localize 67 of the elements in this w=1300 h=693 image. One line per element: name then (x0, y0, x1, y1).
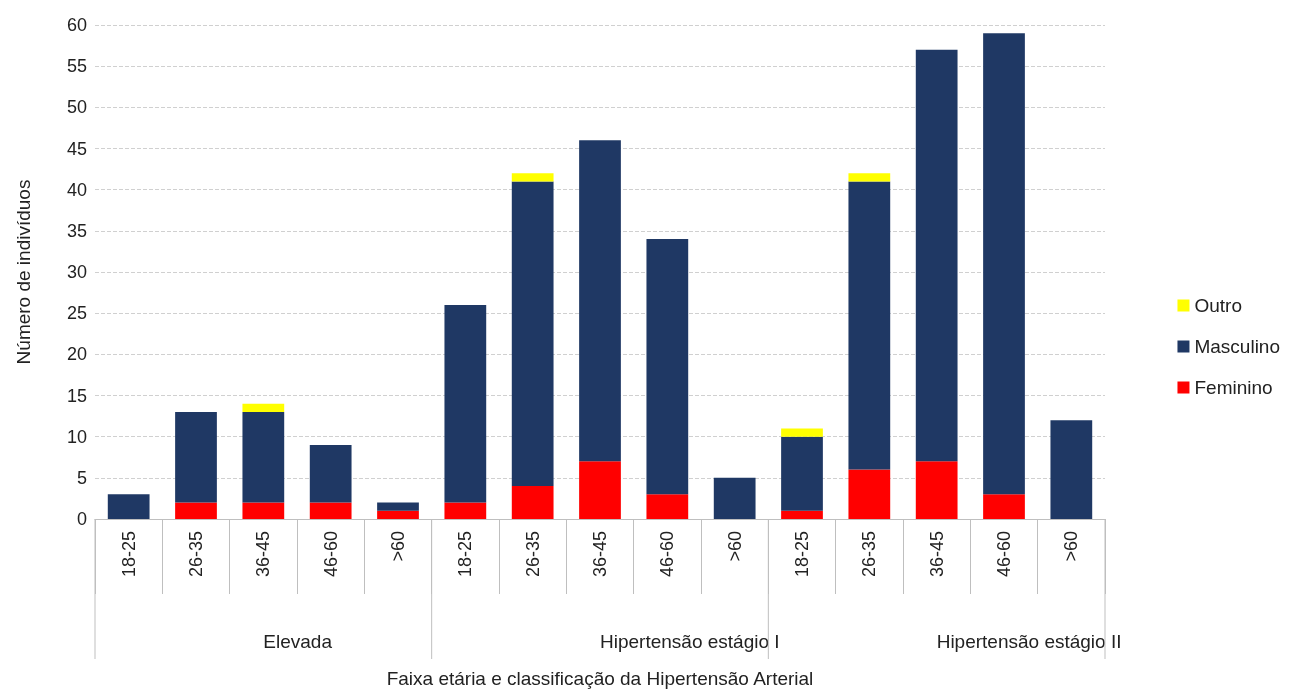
bar (377, 510, 419, 519)
bar (175, 411, 217, 503)
bar (107, 494, 150, 519)
x-tick-label: 26-35 (186, 531, 206, 578)
y-tick-label: 30 (66, 262, 87, 282)
y-tick-label: 20 (66, 344, 87, 365)
x-tick-label: 36-45 (253, 531, 274, 578)
x-tick-label: 46-60 (657, 531, 678, 578)
y-tick-label: 40 (66, 179, 87, 200)
x-tick-label: 36-45 (590, 531, 610, 578)
bar (242, 411, 285, 503)
bar (848, 181, 891, 470)
y-tick-label: 45 (66, 138, 87, 159)
bar (848, 173, 891, 182)
bar (646, 239, 689, 495)
text: Elevada (263, 631, 333, 652)
x-tick-label: 26-35 (522, 531, 543, 578)
legend-label: Feminino (1194, 377, 1273, 398)
legend-label: Masculino (1194, 336, 1281, 357)
bar (175, 502, 217, 519)
bar (781, 436, 823, 511)
bar (511, 173, 554, 182)
x-axis-title: Faixa etária e classificação da Hipertensão Arterial (386, 668, 814, 689)
bar (579, 140, 621, 462)
bar (781, 510, 823, 519)
y-tick-label: 10 (66, 426, 87, 447)
text: Hipertensão estágio II (936, 631, 1122, 652)
y-tick-label: 5 (76, 467, 87, 488)
y-tick-label: 50 (66, 97, 87, 118)
bar (444, 502, 487, 519)
x-tick-label: 36-45 (926, 531, 947, 578)
y-tick-label: 60 (66, 15, 87, 35)
bar (242, 502, 285, 519)
bar (781, 428, 823, 437)
y-tick-label: 35 (66, 220, 87, 241)
x-tick-label: 26-35 (859, 531, 880, 578)
bar (915, 49, 958, 462)
x-tick-label: >60 (724, 531, 745, 562)
bar (444, 304, 487, 503)
bar (646, 494, 689, 519)
bar (309, 502, 352, 519)
x-tick-label: >60 (388, 531, 408, 562)
bar (915, 461, 958, 519)
bar (511, 181, 554, 487)
x-tick-label: 46-60 (994, 531, 1014, 578)
x-tick-label: 18-25 (455, 531, 476, 578)
bar (511, 486, 554, 519)
bar (713, 477, 756, 519)
bar (309, 444, 352, 503)
x-tick-label: >60 (1061, 531, 1082, 562)
bar (377, 502, 419, 511)
bar (1050, 420, 1093, 519)
y-tick-label: 0 (76, 509, 87, 529)
y-axis-title: Número de indivíduos (13, 179, 34, 365)
x-tick-label: 18-25 (792, 531, 812, 578)
bar (848, 469, 891, 519)
x-tick-label: 46-60 (320, 531, 341, 578)
bar (579, 461, 621, 519)
bar (242, 403, 285, 412)
bar (983, 494, 1025, 519)
y-tick-label: 55 (66, 56, 87, 77)
bar (983, 33, 1025, 495)
y-tick-label: 25 (66, 303, 87, 324)
text: Hipertensão estágio I (600, 631, 780, 652)
x-tick-label: 18-25 (118, 531, 139, 578)
legend-label: Outro (1194, 295, 1242, 316)
y-tick-label: 15 (66, 385, 87, 406)
